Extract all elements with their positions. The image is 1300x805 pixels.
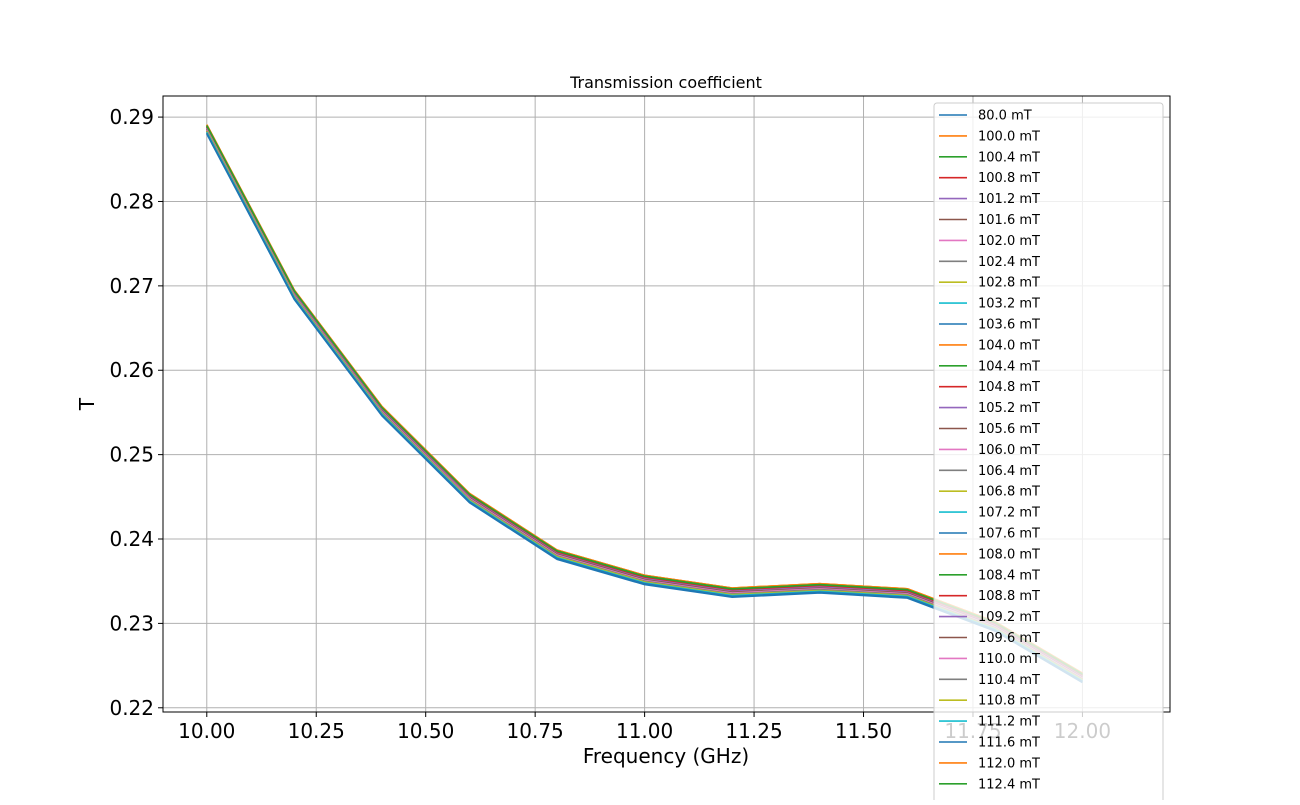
legend-label: 80.0 mT bbox=[978, 109, 1032, 124]
legend-label: 107.6 mT bbox=[978, 527, 1040, 542]
legend-label: 109.2 mT bbox=[978, 610, 1040, 625]
legend-label: 101.6 mT bbox=[978, 213, 1040, 228]
x-tick-label: 10.75 bbox=[507, 719, 564, 743]
legend-entry: 110.4 mT bbox=[939, 673, 1040, 688]
legend-label: 101.2 mT bbox=[978, 192, 1040, 207]
legend-label: 104.0 mT bbox=[978, 338, 1040, 353]
legend-label: 106.4 mT bbox=[978, 464, 1040, 479]
legend-entry: 106.0 mT bbox=[939, 443, 1040, 458]
plot-frame bbox=[162, 95, 1171, 713]
y-axis-ticks: 0.22 0.23 0.24 0.25 0.26 0.27 0.28 0.29 bbox=[109, 105, 163, 720]
x-tick-label: 10.00 bbox=[178, 719, 235, 743]
legend-entry: 104.0 mT bbox=[939, 338, 1040, 353]
legend-label: 103.2 mT bbox=[978, 297, 1040, 312]
legend-entry: 108.8 mT bbox=[939, 589, 1040, 604]
legend-entry: 111.2 mT bbox=[939, 715, 1040, 730]
legend-label: 100.4 mT bbox=[978, 150, 1040, 165]
legend-label: 105.2 mT bbox=[978, 401, 1040, 416]
legend-entry: 102.4 mT bbox=[939, 255, 1040, 270]
legend-label: 106.0 mT bbox=[978, 443, 1040, 458]
y-tick-label: 0.23 bbox=[109, 611, 154, 635]
legend-entry: 102.8 mT bbox=[939, 276, 1040, 291]
legend-entry: 112.4 mT bbox=[939, 777, 1040, 792]
legend-label: 100.0 mT bbox=[978, 129, 1040, 144]
legend-label: 109.6 mT bbox=[978, 631, 1040, 646]
y-tick-label: 0.27 bbox=[109, 274, 154, 298]
legend-label: 112.4 mT bbox=[978, 777, 1040, 792]
x-tick-label: 10.25 bbox=[288, 719, 345, 743]
x-axis-ticks: 10.0010.2510.5010.7511.0011.2511.5011.75… bbox=[178, 712, 1111, 743]
legend-label: 107.2 mT bbox=[978, 506, 1040, 521]
y-tick-label: 0.22 bbox=[109, 696, 154, 720]
legend-entry: 107.6 mT bbox=[939, 527, 1040, 542]
legend-entry: 103.6 mT bbox=[939, 318, 1040, 333]
legend-label: 105.6 mT bbox=[978, 422, 1040, 437]
legend-entry: 106.8 mT bbox=[939, 485, 1040, 500]
legend-label: 112.0 mT bbox=[978, 756, 1040, 771]
legend-entry: 105.6 mT bbox=[939, 422, 1040, 437]
legend-entry: 110.0 mT bbox=[939, 652, 1040, 667]
y-tick-label: 0.24 bbox=[109, 527, 154, 551]
legend-entry: 102.0 mT bbox=[939, 234, 1040, 249]
x-tick-label: 11.25 bbox=[725, 719, 782, 743]
legend-entry: 104.4 mT bbox=[939, 359, 1040, 374]
y-tick-label: 0.29 bbox=[109, 105, 154, 129]
legend-entry: 104.8 mT bbox=[939, 380, 1040, 395]
legend-entry: 109.6 mT bbox=[939, 631, 1040, 646]
x-axis-label: Frequency (GHz) bbox=[583, 744, 749, 768]
legend-label: 106.8 mT bbox=[978, 485, 1040, 500]
x-tick-label: 10.50 bbox=[397, 719, 454, 743]
legend-label: 102.0 mT bbox=[978, 234, 1040, 249]
legend-entry: 112.0 mT bbox=[939, 756, 1040, 771]
legend-box bbox=[933, 102, 1164, 805]
y-tick-label: 0.25 bbox=[109, 443, 154, 467]
legend-label: 110.0 mT bbox=[978, 652, 1040, 667]
legend-entry: 80.0 mT bbox=[939, 109, 1032, 124]
legend-entry: 100.4 mT bbox=[939, 150, 1040, 165]
legend-entry: 101.2 mT bbox=[939, 192, 1040, 207]
legend-entry: 103.2 mT bbox=[939, 297, 1040, 312]
legend-label: 111.2 mT bbox=[978, 715, 1040, 730]
legend-entry: 108.0 mT bbox=[939, 547, 1040, 562]
y-axis-label: T bbox=[75, 397, 99, 411]
chart-title: Transmission coefficient bbox=[569, 73, 762, 92]
legend: 80.0 mT 100.0 mT 100.4 mT 100.8 mT 101.2 mT 1… bbox=[933, 102, 1164, 805]
legend-entry: 101.6 mT bbox=[939, 213, 1040, 228]
legend-entry: 110.8 mT bbox=[939, 694, 1040, 709]
legend-label: 103.6 mT bbox=[978, 318, 1040, 333]
legend-label: 111.6 mT bbox=[978, 736, 1040, 751]
legend-label: 104.8 mT bbox=[978, 380, 1040, 395]
legend-entry: 111.6 mT bbox=[939, 736, 1040, 751]
legend-entry: 100.8 mT bbox=[939, 171, 1040, 186]
legend-label: 108.8 mT bbox=[978, 589, 1040, 604]
y-tick-label: 0.26 bbox=[109, 358, 154, 382]
y-tick-label: 0.28 bbox=[109, 189, 154, 213]
legend-label: 110.8 mT bbox=[978, 694, 1040, 709]
legend-label: 108.4 mT bbox=[978, 568, 1040, 583]
legend-entry: 109.2 mT bbox=[939, 610, 1040, 625]
legend-entry: 108.4 mT bbox=[939, 568, 1040, 583]
legend-label: 102.4 mT bbox=[978, 255, 1040, 270]
legend-entry: 105.2 mT bbox=[939, 401, 1040, 416]
legend-entry: 100.0 mT bbox=[939, 129, 1040, 144]
legend-entry: 107.2 mT bbox=[939, 506, 1040, 521]
x-tick-label: 11.00 bbox=[616, 719, 673, 743]
legend-label: 102.8 mT bbox=[978, 276, 1040, 291]
legend-label: 110.4 mT bbox=[978, 673, 1040, 688]
legend-label: 100.8 mT bbox=[978, 171, 1040, 186]
legend-label: 104.4 mT bbox=[978, 359, 1040, 374]
legend-label: 108.0 mT bbox=[978, 547, 1040, 562]
legend-entry: 106.4 mT bbox=[939, 464, 1040, 479]
x-tick-label: 11.50 bbox=[835, 719, 892, 743]
